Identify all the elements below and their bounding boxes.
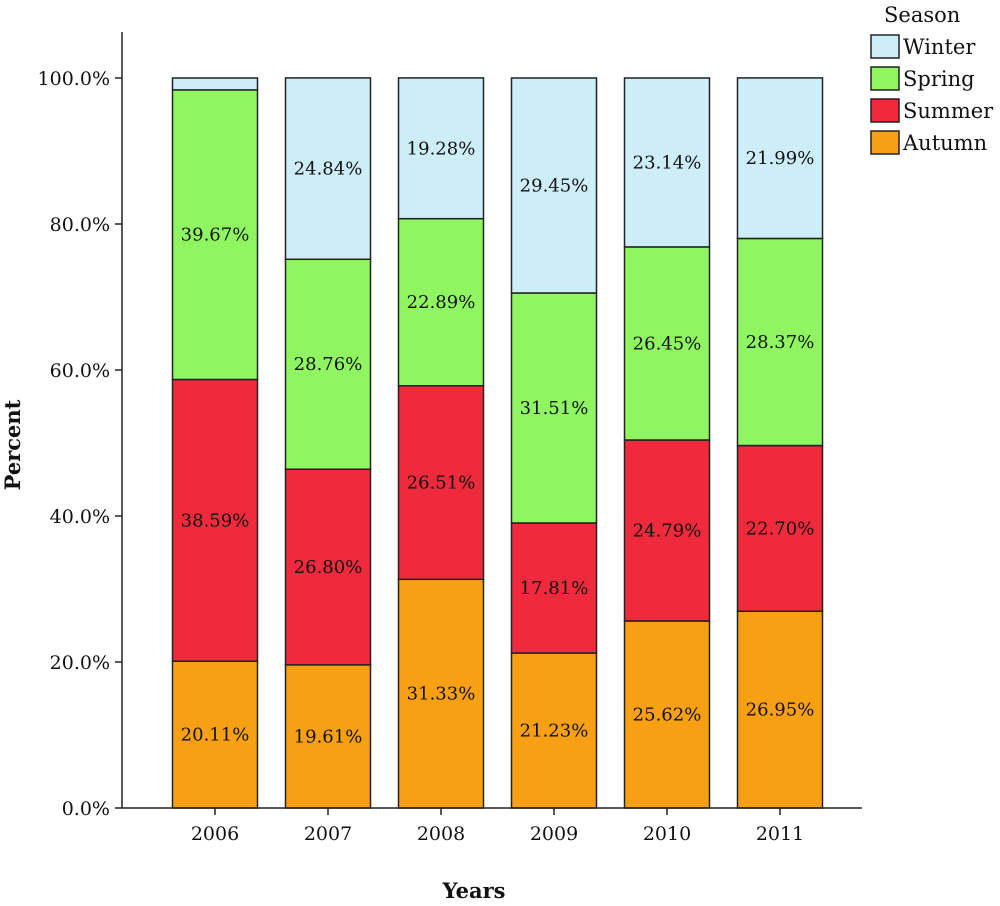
bar-label-summer-2007: 26.80% <box>294 557 363 578</box>
bar-label-autumn-2009: 21.23% <box>520 721 589 742</box>
bar-label-spring-2010: 26.45% <box>633 333 702 354</box>
bar-segment-summer-2006 <box>171 378 259 662</box>
bar-segment-autumn-2009 <box>510 652 598 809</box>
bar-segment-summer-2007 <box>284 468 372 666</box>
y-tick-label: 100.0% <box>38 68 110 90</box>
y-axis-title: Percent <box>0 399 25 490</box>
bar-segment-spring-2007 <box>284 258 372 470</box>
bar-segment-winter-2010 <box>623 77 711 248</box>
bar-segment-winter-2008 <box>397 77 485 220</box>
legend: Season Winter Spring Summer Autumn <box>870 3 994 155</box>
legend-title: Season <box>884 3 960 27</box>
bar-labels-layer: 20.11% 38.59% 39.67% 19.61% 26.80% 28.76% 24.8… <box>181 138 815 747</box>
x-tick-label-2009: 2009 <box>530 823 578 845</box>
bar-label-spring-2007: 28.76% <box>294 354 363 375</box>
x-tick-label-2008: 2008 <box>417 823 465 845</box>
legend-label-spring: Spring <box>903 67 975 91</box>
bar-label-winter-2009: 29.45% <box>520 175 589 196</box>
y-tick-label: 40.0% <box>50 506 110 528</box>
bar-segment-summer-2008 <box>397 385 485 581</box>
bar-segment-autumn-2006 <box>171 660 259 809</box>
bar-label-autumn-2008: 31.33% <box>407 684 476 705</box>
legend-label-autumn: Autumn <box>902 131 987 155</box>
bar-label-summer-2011: 22.70% <box>746 518 815 539</box>
x-tick-label-2007: 2007 <box>304 823 352 845</box>
x-tick-label-2010: 2010 <box>643 823 691 845</box>
bar-segment-autumn-2007 <box>284 664 372 809</box>
bar-segment-winter-2006 <box>171 77 259 91</box>
bar-segment-autumn-2010 <box>623 620 711 809</box>
x-tick-label-2011: 2011 <box>756 823 804 845</box>
bar-label-autumn-2011: 26.95% <box>746 700 815 721</box>
y-tick-label: 0.0% <box>62 798 110 820</box>
bar-segment-autumn-2011 <box>736 610 824 809</box>
bar-label-summer-2010: 24.79% <box>633 520 702 541</box>
bar-segment-summer-2009 <box>510 522 598 654</box>
bar-segment-winter-2009 <box>510 77 598 294</box>
bar-segment-spring-2008 <box>397 217 485 387</box>
bar-segment-summer-2011 <box>736 444 824 613</box>
bar-label-winter-2010: 23.14% <box>633 152 702 173</box>
bar-label-spring-2006: 39.67% <box>181 225 250 246</box>
bar-label-winter-2011: 21.99% <box>746 148 815 169</box>
bar-label-spring-2009: 31.51% <box>520 398 589 419</box>
bar-segment-winter-2011 <box>736 77 824 240</box>
bar-label-autumn-2007: 19.61% <box>294 726 363 747</box>
legend-label-winter: Winter <box>903 35 976 59</box>
legend-swatch-winter <box>870 34 900 59</box>
bar-segment-winter-2007 <box>284 77 372 261</box>
bars-layer <box>171 77 824 809</box>
bar-label-summer-2008: 26.51% <box>407 473 476 494</box>
y-tick-label: 80.0% <box>50 214 110 236</box>
bar-segment-spring-2010 <box>623 246 711 441</box>
bar-label-autumn-2006: 20.11% <box>181 725 250 746</box>
axes-layer: 2006 2007 2008 2009 2010 2011 0.0% 20.0% 40.0% 60… <box>38 32 862 845</box>
legend-swatch-autumn <box>870 130 900 155</box>
bar-label-autumn-2010: 25.62% <box>633 704 702 725</box>
legend-swatch-summer <box>870 98 900 123</box>
bar-segment-summer-2010 <box>623 439 711 622</box>
bar-label-spring-2008: 22.89% <box>407 292 476 313</box>
bar-label-summer-2006: 38.59% <box>181 510 250 531</box>
y-tick-label: 60.0% <box>50 360 110 382</box>
x-tick-label-2006: 2006 <box>191 823 239 845</box>
bar-segment-autumn-2008 <box>397 578 485 809</box>
bar-label-winter-2007: 24.84% <box>294 159 363 180</box>
bar-label-winter-2008: 19.28% <box>407 138 476 159</box>
legend-label-summer: Summer <box>903 99 994 123</box>
y-tick-label: 20.0% <box>50 652 110 674</box>
legend-swatch-spring <box>870 66 900 91</box>
bar-label-spring-2011: 28.37% <box>746 332 815 353</box>
bar-label-summer-2009: 17.81% <box>520 578 589 599</box>
x-axis-title: Years <box>441 878 505 903</box>
